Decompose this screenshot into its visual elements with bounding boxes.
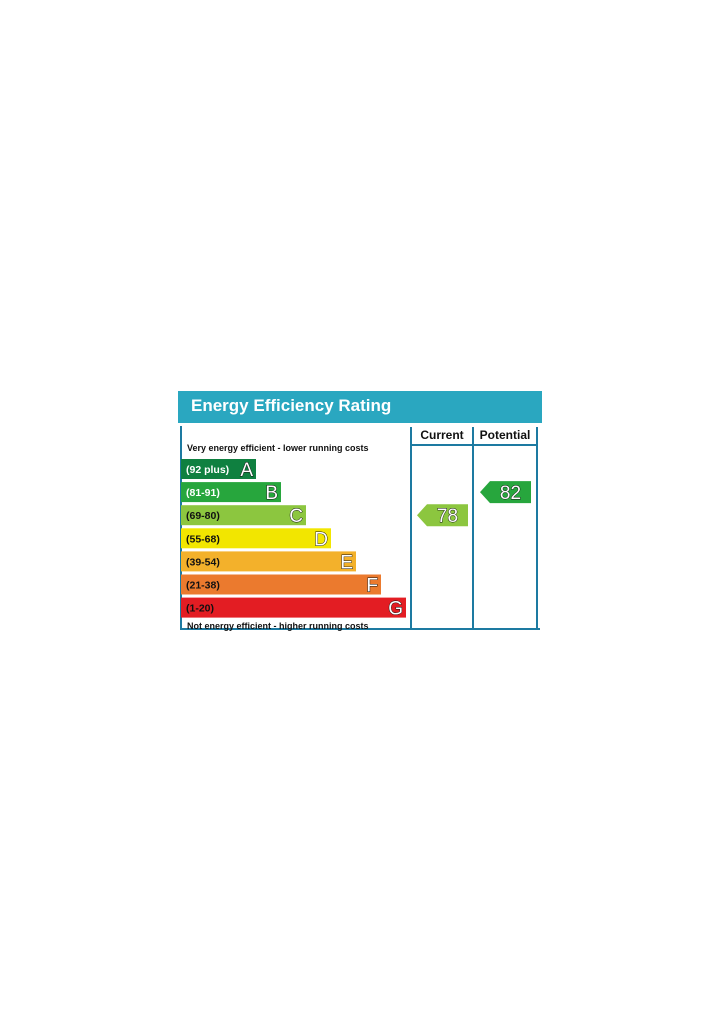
potential-column-header: Potential (479, 428, 531, 442)
band-d-bar (181, 528, 331, 549)
bottom-caption: Not energy efficient - higher running co… (187, 621, 369, 631)
band-e-letter: E (340, 552, 353, 573)
current-rating-value: 78 (437, 506, 458, 527)
band-c-range: (69-80) (186, 510, 220, 522)
potential-rating-value: 82 (500, 483, 521, 504)
band-e-bar (181, 551, 356, 572)
band-f-bar (181, 574, 381, 595)
right-frame-line (536, 427, 538, 630)
band-a-range: (92 plus) (186, 464, 229, 476)
band-d-letter: D (314, 529, 328, 550)
potential-rating-arrow (480, 481, 531, 504)
column-header-underline (411, 444, 538, 446)
band-g-range: (1-20) (186, 603, 214, 615)
band-b-bar (181, 482, 281, 503)
band-b-letter: B (265, 483, 278, 504)
band-f-range: (21-38) (186, 580, 220, 592)
band-d-range: (55-68) (186, 533, 220, 545)
band-e-range: (39-54) (186, 556, 220, 568)
current-rating-arrow (417, 504, 468, 527)
chart-title: Energy Efficiency Rating (191, 396, 392, 415)
band-c-letter: C (289, 506, 303, 527)
band-b-range: (81-91) (186, 487, 220, 499)
rating-bands: (92 plus) A (81-91) B (69-80) C (55-68) D (39-54… (181, 459, 531, 620)
band-a-letter: A (240, 460, 253, 481)
potential-column-divider (472, 427, 474, 630)
band-g-letter: G (388, 599, 403, 620)
band-c-bar (181, 505, 306, 526)
band-a-bar (181, 459, 256, 479)
current-column-divider (410, 427, 412, 630)
band-g-bar (181, 597, 406, 618)
current-column-header: Current (420, 428, 464, 442)
band-f-letter: F (366, 576, 378, 597)
energy-efficiency-rating-chart: Energy Efficiency Rating Current Potenti… (178, 391, 542, 640)
chart-frame (180, 426, 540, 630)
top-caption: Very energy efficient - lower running co… (187, 443, 369, 453)
title-bar: Energy Efficiency Rating (178, 391, 542, 423)
